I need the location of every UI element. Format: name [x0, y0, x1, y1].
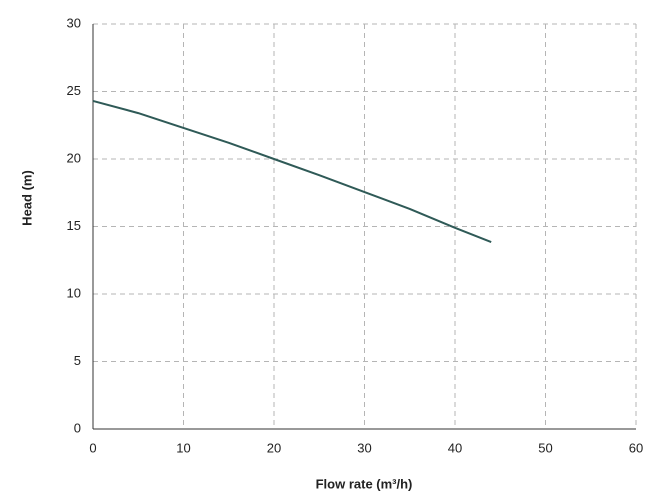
y-axis-label: Head (m) — [19, 170, 34, 226]
x-tick-label: 60 — [629, 440, 643, 455]
x-tick-label: 50 — [538, 440, 552, 455]
y-tick-label: 25 — [67, 83, 81, 98]
y-tick-label: 5 — [74, 353, 81, 368]
y-tick-label: 15 — [67, 218, 81, 233]
data-line — [92, 99, 492, 243]
x-tick-label: 30 — [357, 440, 371, 455]
x-axis-label: Flow rate (m³/h) — [316, 476, 413, 491]
y-tick-label: 10 — [67, 285, 81, 300]
y-tick-label: 0 — [74, 420, 81, 435]
x-tick-label: 40 — [448, 440, 462, 455]
y-tick-label: 20 — [67, 150, 81, 165]
x-tick-label: 10 — [176, 440, 190, 455]
y-tick-label: 30 — [67, 15, 81, 30]
x-tick-label: 20 — [267, 440, 281, 455]
x-tick-label: 0 — [89, 440, 96, 455]
